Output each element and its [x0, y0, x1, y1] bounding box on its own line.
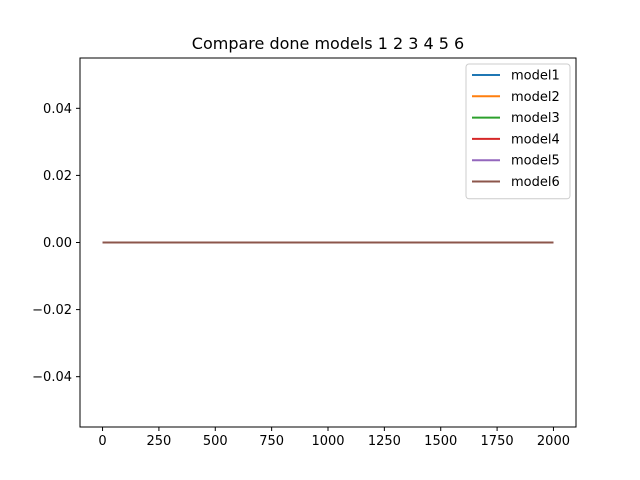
legend-label: model1	[511, 69, 560, 84]
x-tick-label: 0	[98, 434, 106, 449]
x-tick-label: 250	[146, 434, 171, 449]
legend-label: model4	[511, 132, 560, 147]
legend-label: model2	[511, 90, 560, 105]
y-tick-label: 0.04	[43, 102, 72, 117]
y-tick-label: −0.02	[32, 303, 72, 318]
x-tick-label: 1500	[424, 434, 457, 449]
x-tick-label: 1750	[481, 434, 514, 449]
x-tick-label: 2000	[537, 434, 570, 449]
x-tick-label: 1250	[368, 434, 401, 449]
x-tick-label: 1000	[311, 434, 344, 449]
y-tick-label: −0.04	[32, 370, 72, 385]
x-tick-label: 500	[203, 434, 228, 449]
x-tick-label: 750	[259, 434, 284, 449]
y-tick-label: 0.02	[43, 169, 72, 184]
y-tick-label: 0.00	[43, 236, 72, 251]
legend-label: model5	[511, 154, 560, 169]
legend-label: model6	[511, 175, 560, 190]
legend-box	[465, 63, 571, 200]
chart-title: Compare done models 1 2 3 4 5 6	[192, 34, 464, 53]
x-axis: 0 250 500 750 1000 1250 1500 1750 2000	[98, 427, 570, 449]
legend-label: model3	[511, 111, 560, 126]
y-axis: −0.04 −0.02 0.00 0.02 0.04	[32, 102, 80, 385]
legend: model1 model2 model3 model4 model5 model6	[465, 63, 571, 200]
